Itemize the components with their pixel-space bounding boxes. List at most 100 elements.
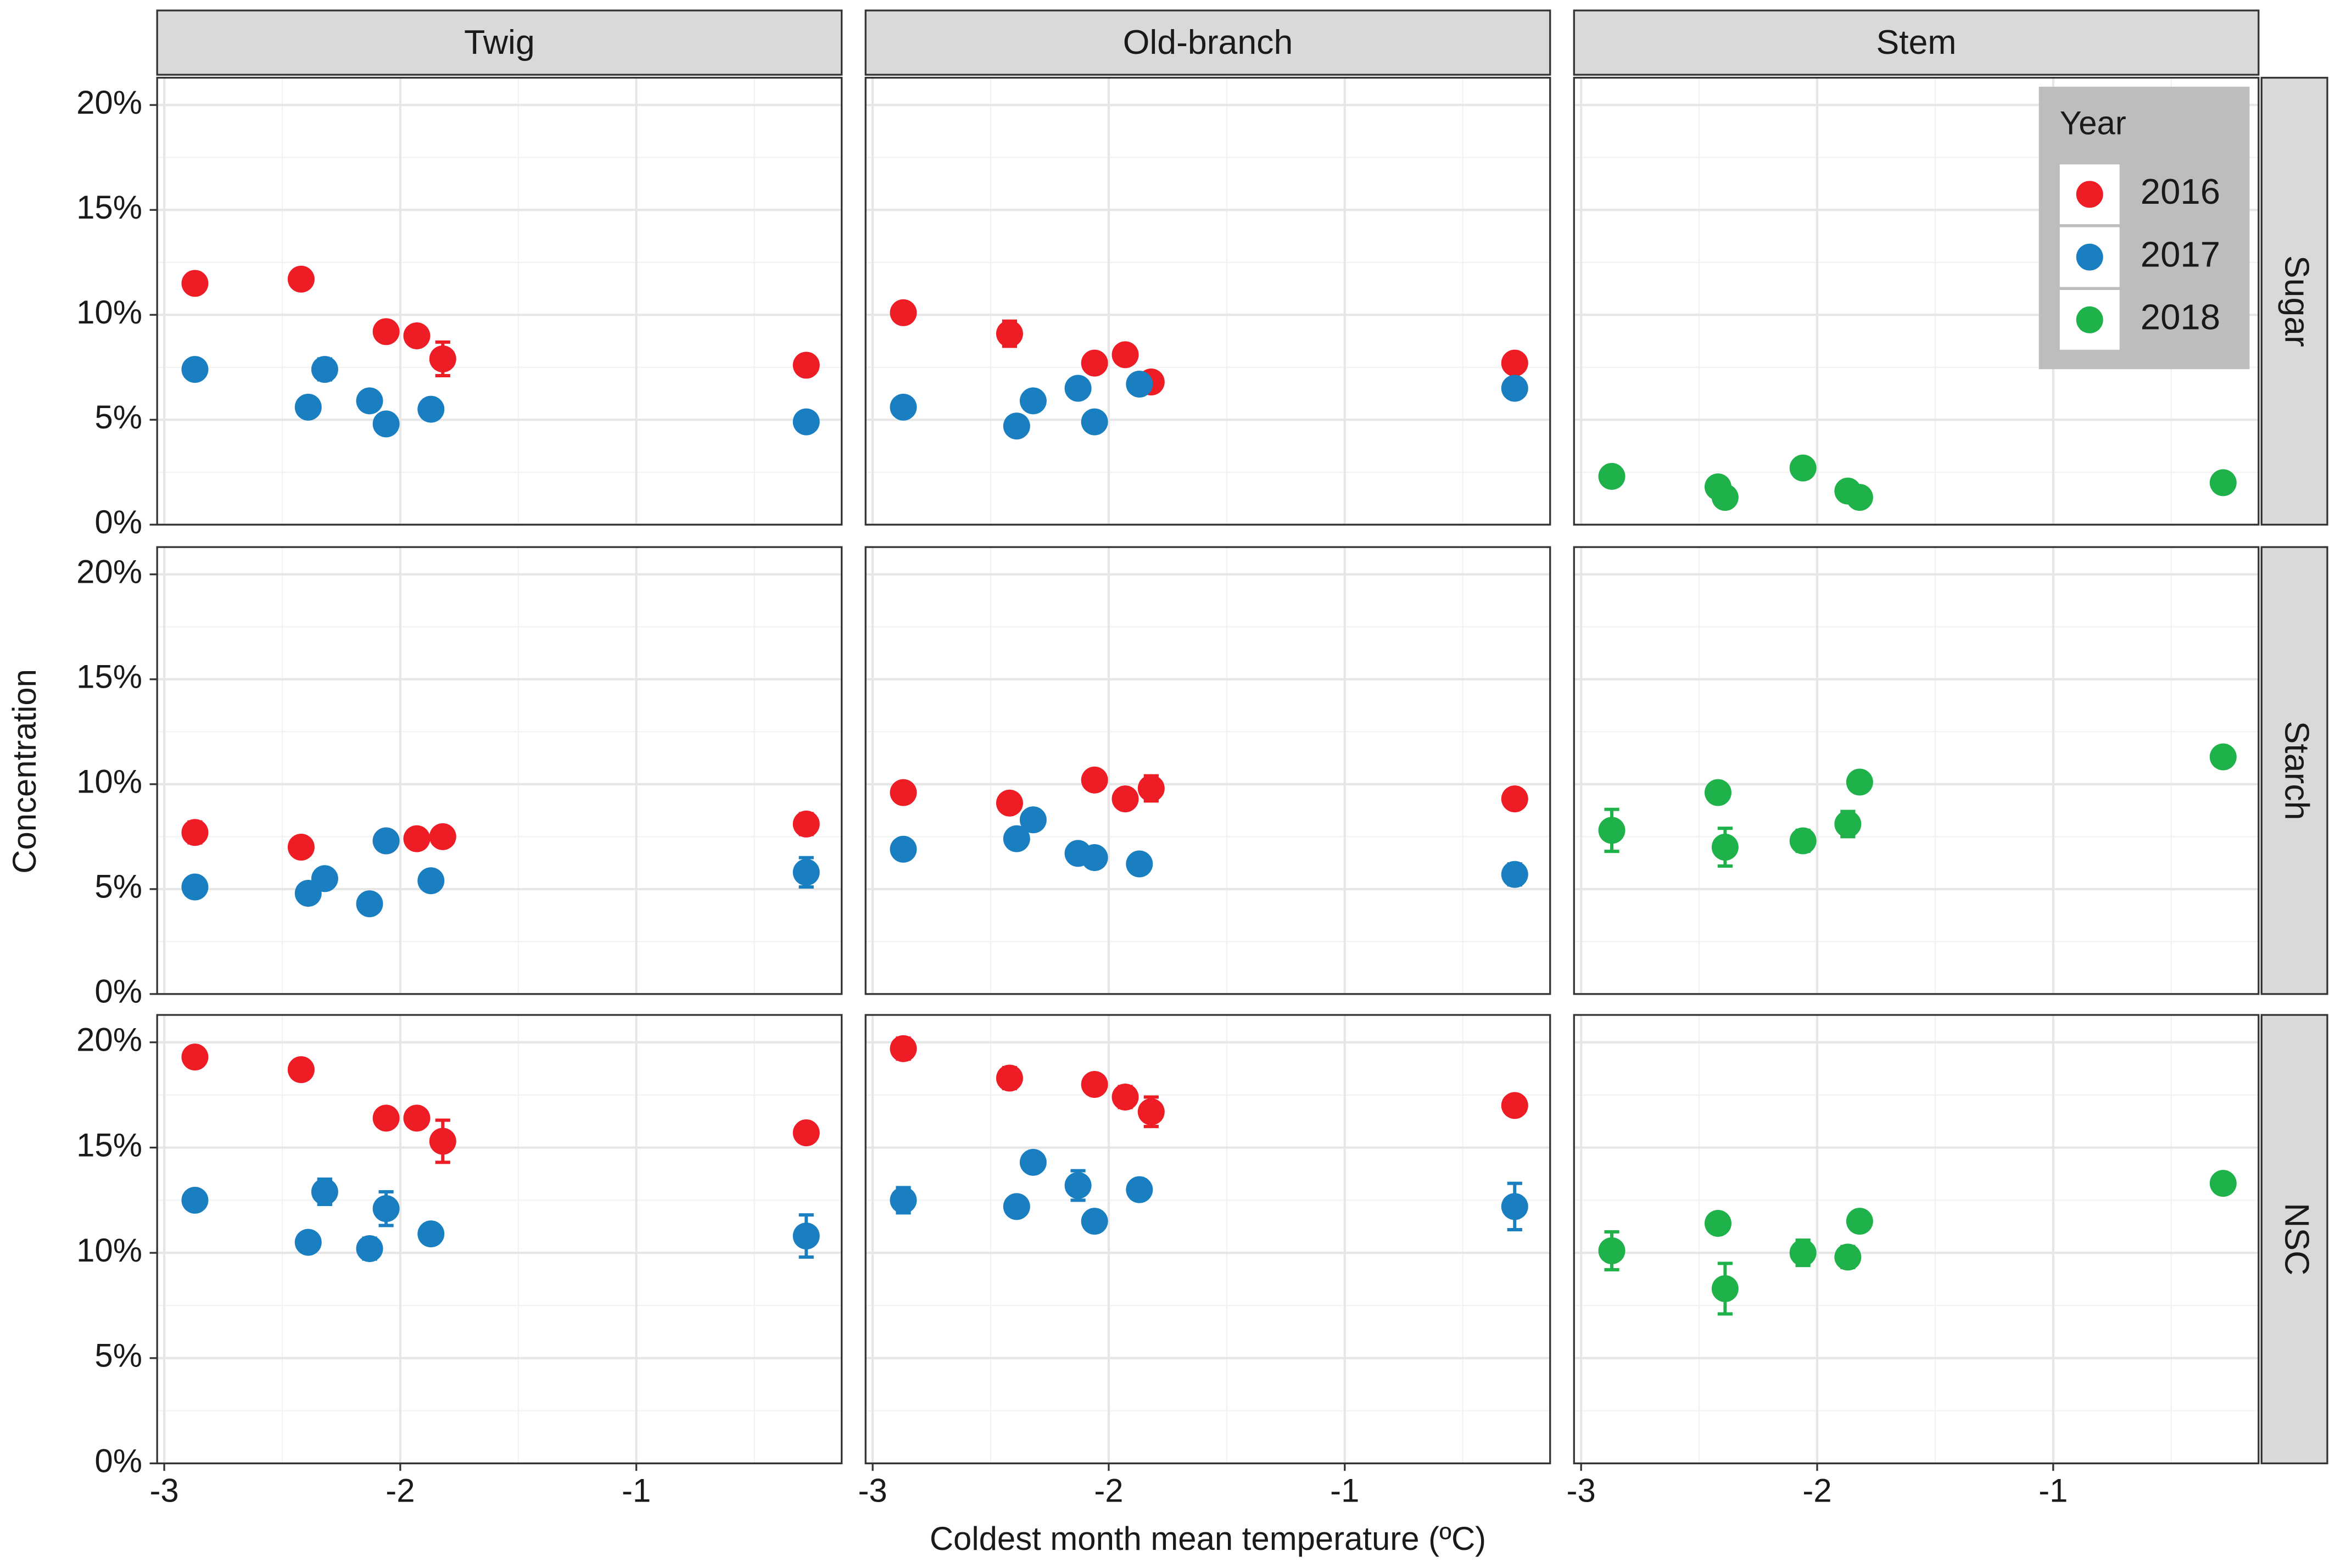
- point: [1704, 1209, 1731, 1237]
- y-tick-label: 15%: [76, 189, 142, 226]
- point: [287, 1056, 315, 1084]
- point: [1598, 1237, 1625, 1264]
- point: [1081, 844, 1108, 872]
- point: [792, 408, 820, 436]
- row-strip: [2260, 1014, 2328, 1465]
- y-tick-label: 0%: [94, 973, 142, 1010]
- x-axis-label: Coldest month mean temperature (ºC): [930, 1520, 1486, 1557]
- point: [311, 356, 338, 383]
- point: [1501, 861, 1528, 888]
- point: [890, 393, 917, 421]
- point: [181, 270, 209, 297]
- point: [417, 1220, 445, 1248]
- point: [1704, 779, 1731, 806]
- point: [1501, 1092, 1528, 1119]
- point: [429, 823, 456, 850]
- panel-background: [157, 547, 842, 994]
- x-tick-label: -2: [1094, 1472, 1123, 1509]
- point: [1711, 833, 1739, 861]
- point: [1081, 1208, 1108, 1235]
- y-tick-label: 15%: [76, 1126, 142, 1163]
- point: [792, 858, 820, 886]
- panel-background: [1574, 547, 2259, 994]
- point: [890, 835, 917, 863]
- point: [181, 356, 209, 383]
- point: [1834, 810, 1862, 838]
- point: [1598, 462, 1625, 490]
- point: [996, 789, 1023, 817]
- point: [1019, 806, 1047, 834]
- x-tick-label: -3: [149, 1472, 178, 1509]
- point: [792, 351, 820, 379]
- point: [1789, 454, 1817, 482]
- point: [2209, 469, 2237, 496]
- column-strip-label: Twig: [464, 23, 535, 62]
- legend-marker: [2076, 243, 2103, 271]
- panel-border: [156, 1014, 843, 1465]
- point: [294, 393, 322, 421]
- point: [1003, 412, 1030, 440]
- legend-title: Year: [2060, 104, 2126, 141]
- column-strip-label: Old-branch: [1123, 23, 1293, 62]
- legend-label: 2018: [2141, 297, 2220, 337]
- x-tick-label: -2: [386, 1472, 415, 1509]
- point: [1846, 484, 1873, 511]
- point: [356, 387, 383, 415]
- legend-label: 2017: [2141, 234, 2220, 274]
- point: [1598, 817, 1625, 844]
- point: [1081, 1070, 1108, 1098]
- panel-background: [1574, 1014, 2259, 1464]
- point: [1501, 375, 1528, 402]
- point: [1111, 341, 1139, 369]
- x-tick-label: -1: [2038, 1472, 2068, 1509]
- y-tick-label: 10%: [76, 294, 142, 331]
- point: [1501, 785, 1528, 813]
- point: [403, 322, 431, 349]
- point: [1081, 766, 1108, 794]
- point: [1137, 774, 1165, 802]
- point: [1111, 785, 1139, 813]
- point: [1081, 349, 1108, 377]
- y-tick-label: 5%: [94, 399, 142, 436]
- point: [1003, 1193, 1030, 1220]
- row-strip: [2260, 76, 2328, 526]
- point: [429, 345, 456, 372]
- point: [1137, 1098, 1165, 1125]
- y-tick-label: 0%: [94, 504, 142, 540]
- point: [1064, 375, 1092, 402]
- y-tick-label: 0%: [94, 1442, 142, 1479]
- column-strip-label: Stem: [1876, 23, 1957, 62]
- column-strip: [156, 9, 843, 76]
- x-tick-label: -2: [1802, 1472, 1831, 1509]
- point: [311, 865, 338, 892]
- point: [1501, 349, 1528, 377]
- row-strip-label: Sugar: [2278, 255, 2316, 347]
- y-tick-label: 5%: [94, 868, 142, 905]
- x-tick-label: -3: [1567, 1472, 1596, 1509]
- point: [429, 1128, 456, 1155]
- y-tick-label: 10%: [76, 1232, 142, 1269]
- point: [1846, 1208, 1873, 1235]
- point: [1081, 408, 1108, 436]
- point: [890, 299, 917, 326]
- point: [792, 810, 820, 838]
- panel-border: [1573, 76, 2260, 526]
- panel-border: [864, 1014, 1551, 1465]
- point: [1019, 1148, 1047, 1176]
- point: [996, 1064, 1023, 1092]
- y-tick-label: 20%: [76, 1022, 142, 1058]
- y-tick-label: 20%: [76, 554, 142, 590]
- point: [2209, 743, 2237, 771]
- point: [181, 873, 209, 901]
- point: [372, 410, 400, 438]
- row-strip-label: Starch: [2278, 721, 2316, 821]
- point: [1711, 484, 1739, 511]
- point: [372, 827, 400, 855]
- point: [1834, 1243, 1862, 1271]
- panel-background: [157, 1014, 842, 1464]
- point: [417, 867, 445, 895]
- point: [1789, 1239, 1817, 1266]
- y-axis-label: Concentration: [6, 669, 43, 874]
- point: [1126, 850, 1153, 878]
